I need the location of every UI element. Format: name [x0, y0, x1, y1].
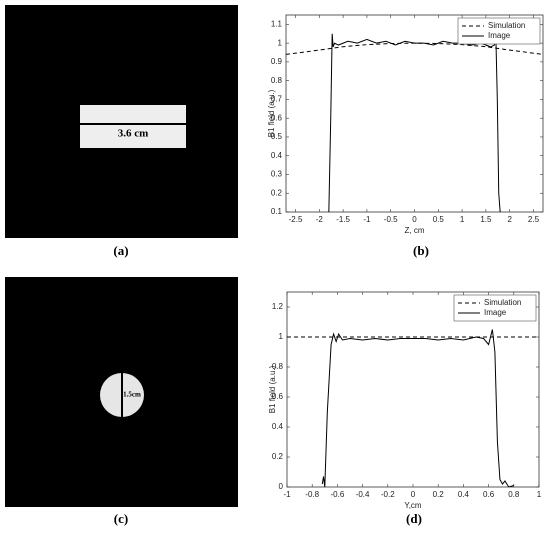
y-tick-label: 0.4 [271, 151, 283, 160]
x-tick-label: 0 [412, 215, 417, 224]
x-tick-label: 0.8 [508, 490, 520, 499]
y-tick-label: 0 [279, 482, 284, 491]
x-tick-label: -0.4 [356, 490, 370, 499]
x-tick-label: 1.5 [480, 215, 492, 224]
y-tick-label: 0.7 [271, 95, 283, 104]
legend-label: Image [484, 308, 507, 317]
y-axis-label: B1 field (a.u.) [268, 365, 277, 413]
legend-label: Simulation [484, 298, 521, 307]
panel-label: (c) [114, 511, 128, 526]
panel-label: (b) [413, 243, 429, 258]
x-tick-label: -0.2 [381, 490, 395, 499]
series-line [328, 33, 501, 212]
x-tick-label: -2.5 [289, 215, 303, 224]
legend-box [453, 294, 537, 322]
legend-label: Image [488, 31, 511, 40]
annotation: 1.5cm [123, 391, 141, 399]
x-tick-label: -1 [283, 490, 291, 499]
x-tick-label: -0.5 [384, 215, 398, 224]
legend-box [457, 17, 541, 45]
y-tick-label: 0.4 [272, 422, 284, 431]
y-tick-label: 0.6 [272, 392, 284, 401]
y-tick-label: 1.1 [271, 19, 283, 28]
x-tick-label: 1 [537, 490, 542, 499]
plot-area [285, 14, 544, 213]
x-tick-label: -0.8 [305, 490, 319, 499]
x-tick-label: 2 [507, 215, 512, 224]
series-line [321, 329, 514, 487]
y-tick-label: 0.1 [271, 207, 283, 216]
y-tick-label: 1 [279, 332, 284, 341]
x-tick-label: -0.6 [331, 490, 345, 499]
panel-label: (a) [113, 243, 128, 258]
y-tick-label: 0.3 [271, 170, 283, 179]
y-axis-label: B1 field (a.u.) [267, 89, 276, 137]
x-tick-label: -1 [363, 215, 371, 224]
x-tick-label: 0.4 [458, 490, 470, 499]
x-tick-label: 0.6 [483, 490, 495, 499]
sample-rect [80, 105, 186, 148]
y-tick-label: 0.9 [271, 57, 283, 66]
y-tick-label: 0.2 [272, 452, 284, 461]
x-axis-label: Z, cm [405, 226, 425, 235]
x-tick-label: 0 [411, 490, 416, 499]
x-axis-label: Y,cm [404, 501, 422, 510]
y-tick-label: 0.2 [271, 188, 283, 197]
y-tick-label: 1.2 [272, 302, 284, 311]
x-tick-label: 2.5 [528, 215, 540, 224]
panel-label: (d) [406, 511, 422, 526]
x-tick-label: 1 [460, 215, 465, 224]
legend-label: Simulation [488, 21, 525, 30]
y-tick-label: 0.8 [272, 362, 284, 371]
x-tick-label: -1.5 [336, 215, 350, 224]
x-tick-label: -2 [316, 215, 324, 224]
y-tick-label: 0.8 [271, 76, 283, 85]
x-tick-label: 0.2 [433, 490, 445, 499]
y-tick-label: 1 [278, 38, 283, 47]
annotation: 3.6 cm [118, 128, 149, 140]
y-tick-label: 0.5 [271, 132, 283, 141]
x-tick-label: 0.5 [433, 215, 445, 224]
y-tick-label: 0.6 [271, 113, 283, 122]
